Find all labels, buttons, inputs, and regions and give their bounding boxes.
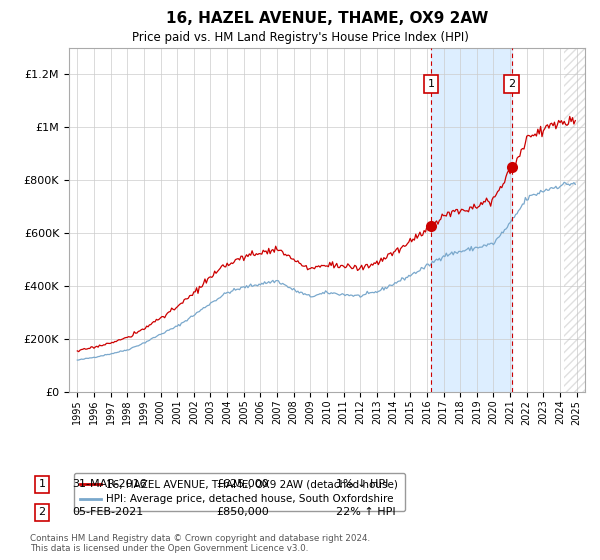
Text: 2: 2 (38, 507, 46, 517)
Title: 16, HAZEL AVENUE, THAME, OX9 2AW: 16, HAZEL AVENUE, THAME, OX9 2AW (166, 11, 488, 26)
Bar (431, 48, 512, 392)
Text: 2: 2 (508, 79, 515, 89)
Text: Contains HM Land Registry data © Crown copyright and database right 2024.
This d: Contains HM Land Registry data © Crown c… (30, 534, 370, 553)
Text: £850,000: £850,000 (216, 507, 269, 517)
Text: Price paid vs. HM Land Registry's House Price Index (HPI): Price paid vs. HM Land Registry's House … (131, 31, 469, 44)
Text: 31-MAR-2016: 31-MAR-2016 (72, 479, 146, 489)
Text: £625,000: £625,000 (216, 479, 269, 489)
Legend: 16, HAZEL AVENUE, THAME, OX9 2AW (detached house), HPI: Average price, detached : 16, HAZEL AVENUE, THAME, OX9 2AW (detach… (74, 473, 404, 511)
Text: 1: 1 (38, 479, 46, 489)
Bar (564, 48, 585, 392)
Text: 1% ↓ HPI: 1% ↓ HPI (336, 479, 388, 489)
Text: 22% ↑ HPI: 22% ↑ HPI (336, 507, 395, 517)
Bar (564, 48, 585, 392)
Text: 05-FEB-2021: 05-FEB-2021 (72, 507, 143, 517)
Text: 1: 1 (428, 79, 434, 89)
